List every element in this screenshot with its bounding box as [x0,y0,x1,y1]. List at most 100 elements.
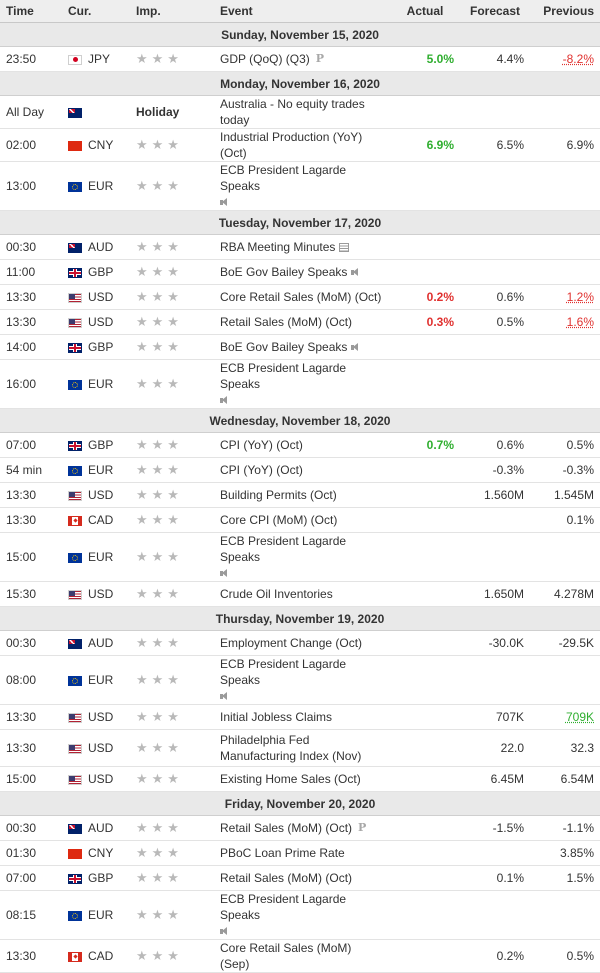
event-name-cell[interactable]: BoE Gov Bailey Speaks [214,334,390,360]
importance-stars-icon: ★★★ [136,437,183,452]
event-name[interactable]: Crude Oil Inventories [220,587,333,601]
event-name-cell[interactable]: Australia - No equity trades today [214,95,390,129]
event-name[interactable]: CPI (YoY) (Oct) [220,438,303,452]
event-name[interactable]: ECB President Lagarde Speaks [220,657,347,687]
event-row[interactable]: 13:30 USD ★★★ Philadelphia Fed Manufacturin… [0,729,600,767]
event-name-cell[interactable]: Philadelphia Fed Manufacturing Index (No… [214,729,390,767]
event-name-cell[interactable]: Crude Oil Inventories [214,581,390,607]
event-time: 00:30 [0,234,62,260]
event-name-cell[interactable]: ECB President Lagarde Speaks [214,161,390,211]
event-name-cell[interactable]: ECB President Lagarde Speaks [214,655,390,705]
event-name-cell[interactable]: Building Permits (Oct) [214,482,390,508]
event-name-cell[interactable]: Retail Sales (MoM) (Oct) [214,309,390,335]
header-currency[interactable]: Cur. [62,0,130,23]
event-name[interactable]: Retail Sales (MoM) (Oct) [220,820,353,835]
event-row[interactable]: 13:30 USD ★★★ Core Retail Sales (MoM) (Oct)… [0,284,600,310]
event-row[interactable]: 00:30 AUD ★★★ Employment Change (Oct) -30.0K… [0,630,600,656]
header-time[interactable]: Time [0,0,62,23]
event-currency: CAD [88,513,114,527]
event-row[interactable]: 16:00 EUR ★★★ ECB President Lagarde Speaks [0,359,600,409]
event-row[interactable]: 13:30 CAD ★★★ Core CPI (MoM) (Oct) 0.1% [0,507,600,533]
event-name[interactable]: Retail Sales (MoM) (Oct) [220,871,353,885]
event-row[interactable]: 13:30 USD ★★★ Initial Jobless Claims 707K 709… [0,704,600,730]
event-name[interactable]: ECB President Lagarde Speaks [220,534,347,564]
event-row[interactable]: 13:30 USD ★★★ Retail Sales (MoM) (Oct) 0.3% 0… [0,309,600,335]
event-name[interactable]: Retail Sales (MoM) (Oct) [220,315,353,329]
header-event[interactable]: Event [214,0,390,23]
event-row[interactable]: 13:30 CAD ★★★ Core Retail Sales (MoM) (Sep)… [0,939,600,973]
event-previous: 0.5% [566,438,594,452]
header-previous[interactable]: Previous [530,0,600,23]
flag-au-icon [68,107,82,118]
event-name-cell[interactable]: Existing Home Sales (Oct) [214,766,390,792]
event-row[interactable]: 15:30 USD ★★★ Crude Oil Inventories 1.650M 4.… [0,581,600,607]
event-row[interactable]: 01:30 CNY ★★★ PBoC Loan Prime Rate 3.85% [0,840,600,866]
event-name-cell[interactable]: Employment Change (Oct) [214,630,390,656]
event-name[interactable]: Building Permits (Oct) [220,488,337,502]
event-name[interactable]: RBA Meeting Minutes [220,240,336,254]
header-forecast[interactable]: Forecast [460,0,530,23]
event-name-cell[interactable]: Core Retail Sales (MoM) (Oct) [214,284,390,310]
event-row[interactable]: 07:00 GBP ★★★ Retail Sales (MoM) (Oct) 0.1% 1… [0,865,600,891]
event-name[interactable]: Core Retail Sales (MoM) (Oct) [220,290,382,304]
event-row[interactable]: 11:00 GBP ★★★ BoE Gov Bailey Speaks [0,259,600,285]
event-name[interactable]: BoE Gov Bailey Speaks [220,340,348,354]
flag-us-icon [68,712,82,723]
event-name-cell[interactable]: Retail Sales (MoM) (Oct) P [214,815,390,841]
event-row[interactable]: 23:50 JPY ★★★ GDP (QoQ) (Q3) P 5.0% 4.4% -8.2% [0,46,600,72]
event-name-cell[interactable]: ECB President Lagarde Speaks [214,890,390,940]
event-name[interactable]: Initial Jobless Claims [220,710,333,724]
event-name-cell[interactable]: Industrial Production (YoY) (Oct) [214,128,390,162]
event-name-cell[interactable]: Retail Sales (MoM) (Oct) [214,865,390,891]
header-importance[interactable]: Imp. [130,0,214,23]
event-row[interactable]: All Day Holiday Australia - No equity trad… [0,95,600,129]
preliminary-icon: P [315,52,325,66]
event-name[interactable]: PBoC Loan Prime Rate [220,846,345,860]
event-name[interactable]: Australia - No equity trades today [220,97,365,127]
event-name[interactable]: Core CPI (MoM) (Oct) [220,513,338,527]
event-row[interactable]: 08:00 EUR ★★★ ECB President Lagarde Speaks [0,655,600,705]
event-row[interactable]: 54 min EUR ★★★ CPI (YoY) (Oct) -0.3% -0.3% [0,457,600,483]
event-name[interactable]: GDP (QoQ) (Q3) [220,51,310,66]
event-name[interactable]: ECB President Lagarde Speaks [220,163,347,193]
event-row[interactable]: 15:00 USD ★★★ Existing Home Sales (Oct) 6.45… [0,766,600,792]
event-name[interactable]: BoE Gov Bailey Speaks [220,265,348,279]
event-row[interactable]: 00:30 AUD ★★★ Retail Sales (MoM) (Oct) P -1.5… [0,815,600,841]
event-row[interactable]: 15:00 EUR ★★★ ECB President Lagarde Speaks [0,532,600,582]
event-name-cell[interactable]: CPI (YoY) (Oct) [214,457,390,483]
event-name[interactable]: Existing Home Sales (Oct) [220,772,361,786]
event-name-cell[interactable]: CPI (YoY) (Oct) [214,432,390,458]
event-row[interactable]: 08:15 EUR ★★★ ECB President Lagarde Speaks [0,890,600,940]
event-time: 13:30 [0,284,62,310]
event-actual-cell [390,532,460,582]
event-row[interactable]: 13:30 USD ★★★ Building Permits (Oct) 1.560M 1… [0,482,600,508]
event-currency: CNY [88,138,114,152]
event-row[interactable]: 07:00 GBP ★★★ CPI (YoY) (Oct) 0.7% 0.6% 0.5% [0,432,600,458]
event-name-cell[interactable]: PBoC Loan Prime Rate [214,840,390,866]
event-name[interactable]: Industrial Production (YoY) (Oct) [220,130,363,160]
speaker-icon [220,396,230,405]
event-name-cell[interactable]: BoE Gov Bailey Speaks [214,259,390,285]
event-name[interactable]: Philadelphia Fed Manufacturing Index (No… [220,733,362,763]
event-name-cell[interactable]: ECB President Lagarde Speaks [214,359,390,409]
event-name-cell[interactable]: Core CPI (MoM) (Oct) [214,507,390,533]
event-name-cell[interactable]: RBA Meeting Minutes [214,234,390,260]
event-actual-cell [390,359,460,409]
event-row[interactable]: 02:00 CNY ★★★ Industrial Production (YoY) (… [0,128,600,162]
event-row[interactable]: 13:00 EUR ★★★ ECB President Lagarde Speaks [0,161,600,211]
event-name[interactable]: CPI (YoY) (Oct) [220,463,303,477]
event-name-cell[interactable]: Core Retail Sales (MoM) (Sep) [214,939,390,973]
event-name-cell[interactable]: ECB President Lagarde Speaks [214,532,390,582]
importance-stars-icon: ★★★ [136,314,183,329]
event-name-cell[interactable]: GDP (QoQ) (Q3) P [214,46,390,72]
event-name[interactable]: Core Retail Sales (MoM) (Sep) [220,941,352,971]
event-row[interactable]: 00:30 AUD ★★★ RBA Meeting Minutes [0,234,600,260]
event-name-cell[interactable]: Initial Jobless Claims [214,704,390,730]
event-actual-cell: 0.3% [390,309,460,335]
event-name[interactable]: Employment Change (Oct) [220,636,363,650]
event-row[interactable]: 14:00 GBP ★★★ BoE Gov Bailey Speaks [0,334,600,360]
event-name[interactable]: ECB President Lagarde Speaks [220,892,347,922]
header-actual[interactable]: Actual [390,0,460,23]
event-name[interactable]: ECB President Lagarde Speaks [220,361,347,391]
event-actual-cell [390,704,460,730]
